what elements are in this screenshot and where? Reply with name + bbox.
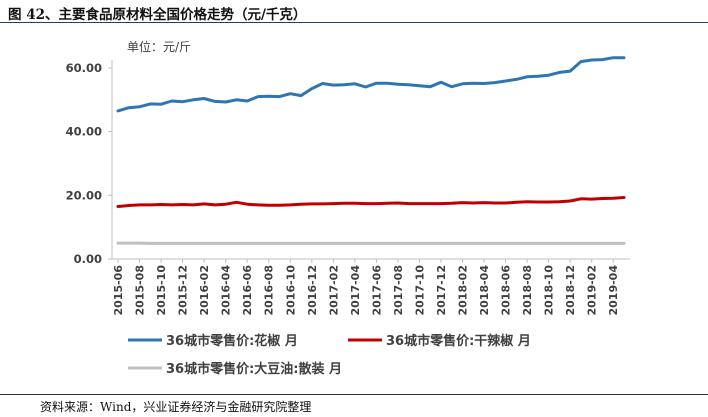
axes: 0.00 20.00 40.00 60.00 2015-06 2015-08 2015-10… <box>66 60 630 316</box>
source-rule <box>0 394 708 395</box>
x-tick-label: 2015-06 <box>112 265 125 316</box>
source-note: 资料来源：Wind，兴业证券经济与金融研究院整理 <box>40 400 312 414</box>
x-tick-label: 2017-02 <box>327 265 340 316</box>
unit-label: 单位：元/斤 <box>127 39 191 54</box>
x-tick-label: 2018-06 <box>500 265 513 316</box>
x-tick-label: 2018-10 <box>543 265 556 316</box>
x-tick-label: 2016-08 <box>263 265 276 316</box>
series-line-2 <box>116 196 626 208</box>
x-tick-label: 2019-02 <box>586 265 599 316</box>
series-lines <box>116 56 626 245</box>
x-tick-label: 2018-08 <box>521 265 534 316</box>
x-tick-label: 2015-12 <box>177 265 190 316</box>
x-tick-label: 2017-08 <box>392 265 405 316</box>
x-tick-label: 2019-04 <box>607 265 620 316</box>
series-line-1 <box>116 56 626 113</box>
x-tick-label: 2017-12 <box>435 265 448 316</box>
legend-label-1: 36城市零售价:花椒 月 <box>166 333 298 349</box>
y-tick-label: 0.00 <box>74 252 102 266</box>
y-tick-label: 60.00 <box>66 61 102 75</box>
x-tick-label: 2017-06 <box>370 265 383 316</box>
x-tick-label: 2017-04 <box>349 265 362 316</box>
x-tick-label: 2016-04 <box>220 265 233 316</box>
figure-title: 图 42、主要食品原材料全国价格走势（元/千克） <box>8 7 307 23</box>
x-tick-label: 2015-10 <box>155 265 168 316</box>
y-tick-label: 40.00 <box>66 125 102 139</box>
x-tick-label: 2016-06 <box>241 265 254 316</box>
x-tick-label: 2016-12 <box>306 265 319 316</box>
x-tick-label: 2018-04 <box>478 265 491 316</box>
x-tick-label: 2018-02 <box>457 265 470 316</box>
x-tick-label: 2016-02 <box>198 265 211 316</box>
x-tick-label: 2018-12 <box>564 265 577 316</box>
line-chart: 单位：元/斤 0.00 20.00 40.00 60.00 2015-06 2015-08… <box>66 39 630 377</box>
legend-label-2: 36城市零售价:干辣椒 月 <box>386 333 531 349</box>
title-rule <box>0 22 708 23</box>
x-tick-label: 2015-08 <box>134 265 147 316</box>
x-tick-label: 2016-10 <box>284 265 297 316</box>
legend: 36城市零售价:花椒 月 36城市零售价:干辣椒 月 36城市零售价:大豆油:散装 … <box>128 333 531 377</box>
legend-label-3: 36城市零售价:大豆油:散装 月 <box>166 361 342 377</box>
x-tick-label: 2017-10 <box>413 265 426 316</box>
y-tick-label: 20.00 <box>66 188 102 202</box>
